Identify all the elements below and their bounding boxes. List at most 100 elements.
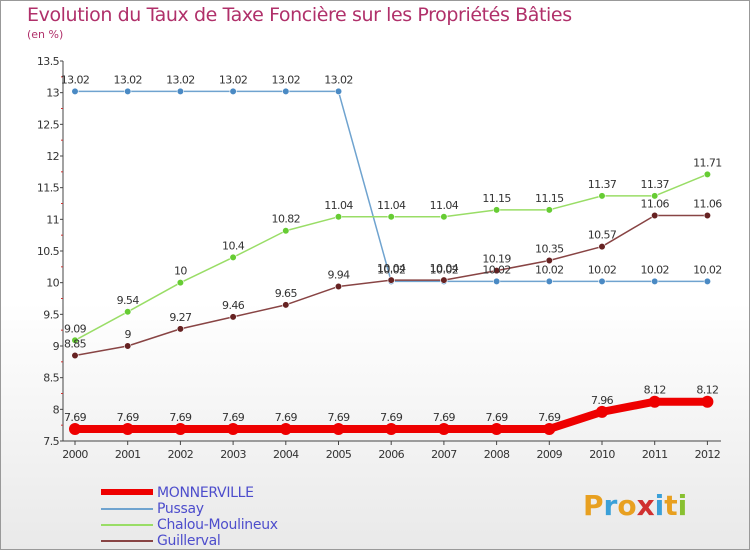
y-tick-label: 10 bbox=[46, 277, 59, 290]
data-point bbox=[490, 422, 503, 435]
data-label: 9.46 bbox=[222, 299, 245, 312]
data-label: 13.02 bbox=[272, 73, 301, 86]
y-tick-label: 9.5 bbox=[43, 308, 59, 321]
data-label: 11.04 bbox=[324, 199, 353, 212]
data-point bbox=[282, 227, 290, 235]
data-label: 7.69 bbox=[433, 411, 456, 424]
data-label: 9.09 bbox=[64, 322, 87, 335]
data-point bbox=[387, 276, 395, 284]
legend-item-guillerval[interactable]: Guillerval bbox=[101, 533, 361, 549]
legend-item-monnerville[interactable]: MONNERVILLE bbox=[101, 485, 361, 501]
legend-swatch-chalou-moulineux bbox=[101, 524, 153, 526]
x-tick-label: 2000 bbox=[62, 448, 88, 461]
x-tick-label: 2006 bbox=[378, 448, 404, 461]
data-point bbox=[176, 325, 184, 333]
x-tick-label: 2003 bbox=[220, 448, 246, 461]
data-point bbox=[493, 277, 501, 286]
data-point bbox=[71, 351, 79, 360]
data-point bbox=[598, 192, 606, 200]
data-point bbox=[334, 282, 343, 291]
data-label: 10.02 bbox=[588, 263, 617, 276]
data-point bbox=[648, 395, 661, 408]
data-label: 11.04 bbox=[377, 199, 406, 212]
logo-letter: x bbox=[636, 489, 655, 522]
data-label: 11.06 bbox=[640, 198, 669, 211]
data-point bbox=[71, 336, 79, 344]
data-label: 11.15 bbox=[482, 192, 511, 205]
data-label: 7.69 bbox=[64, 411, 87, 424]
data-label: 11.15 bbox=[535, 192, 564, 205]
logo-letter: r bbox=[603, 489, 618, 522]
data-label: 7.69 bbox=[486, 411, 509, 424]
data-label: 9.27 bbox=[169, 311, 192, 324]
data-label: 8.12 bbox=[696, 384, 718, 397]
data-point bbox=[176, 87, 184, 95]
x-tick-label: 2005 bbox=[326, 448, 352, 461]
data-label: 10.35 bbox=[535, 243, 564, 256]
data-label: 13.02 bbox=[324, 73, 353, 86]
chart-title: Evolution du Taux de Taxe Foncière sur l… bbox=[27, 4, 572, 26]
data-label: 7.69 bbox=[380, 411, 403, 424]
data-label: 10.04 bbox=[377, 262, 406, 275]
data-label: 10.02 bbox=[430, 263, 459, 276]
data-label: 10.02 bbox=[693, 263, 722, 276]
data-point bbox=[124, 308, 132, 316]
chart-subtitle: (en %) bbox=[27, 28, 64, 41]
data-point bbox=[121, 422, 134, 435]
y-tick-label: 13.5 bbox=[37, 55, 60, 68]
data-label: 13.02 bbox=[166, 73, 195, 86]
data-point bbox=[703, 170, 712, 178]
legend-label-guillerval: Guillerval bbox=[157, 533, 221, 549]
data-label: 7.69 bbox=[538, 411, 561, 424]
y-tick-label: 8.5 bbox=[43, 372, 59, 385]
y-tick-label: 11.5 bbox=[37, 182, 60, 195]
legend-swatch-pussay bbox=[101, 508, 153, 510]
data-label: 9.65 bbox=[275, 287, 298, 300]
x-tick-label: 2009 bbox=[536, 448, 562, 461]
data-point bbox=[229, 87, 237, 95]
data-label: 13.02 bbox=[219, 73, 248, 86]
data-point bbox=[332, 422, 345, 435]
data-point bbox=[229, 253, 237, 261]
proxiti-logo: Proxiti bbox=[583, 489, 687, 522]
data-point bbox=[651, 277, 659, 286]
data-point bbox=[703, 211, 712, 220]
data-point bbox=[545, 256, 553, 265]
data-point bbox=[176, 279, 184, 287]
legend-swatch-monnerville bbox=[101, 489, 153, 495]
data-label: 7.69 bbox=[275, 411, 298, 424]
data-label: 11.37 bbox=[640, 178, 669, 191]
logo-letter: o bbox=[617, 489, 637, 522]
data-point bbox=[229, 313, 237, 321]
data-label: 7.69 bbox=[327, 411, 350, 424]
legend-swatch-guillerval bbox=[101, 540, 153, 542]
legend-label-pussay: Pussay bbox=[157, 501, 204, 517]
y-tick-label: 12 bbox=[46, 150, 59, 163]
y-tick-label: 11 bbox=[46, 213, 59, 226]
data-label: 10.82 bbox=[272, 213, 301, 226]
data-point bbox=[701, 395, 714, 408]
data-point bbox=[440, 213, 448, 221]
data-label: 7.69 bbox=[117, 411, 140, 424]
x-tick-label: 2010 bbox=[589, 448, 615, 461]
logo-letter: i bbox=[677, 489, 688, 522]
y-tick-label: 8 bbox=[53, 403, 60, 416]
data-label: 7.96 bbox=[591, 394, 614, 407]
data-point bbox=[124, 342, 132, 350]
data-label: 11.71 bbox=[693, 156, 722, 169]
x-tick-label: 2004 bbox=[273, 448, 299, 461]
data-label: 10.04 bbox=[430, 262, 459, 275]
legend-item-pussay[interactable]: Pussay bbox=[101, 501, 361, 517]
y-tick-label: 12.5 bbox=[37, 118, 60, 131]
data-point bbox=[387, 213, 395, 221]
data-point bbox=[282, 301, 290, 309]
x-tick-label: 2011 bbox=[642, 448, 668, 461]
data-point bbox=[69, 422, 81, 435]
legend-item-chalou-moulineux[interactable]: Chalou-Moulineux bbox=[101, 517, 361, 533]
data-point bbox=[543, 422, 556, 435]
x-tick-label: 2008 bbox=[484, 448, 510, 461]
x-tick-label: 2012 bbox=[695, 448, 721, 461]
logo-letter: i bbox=[654, 489, 665, 522]
